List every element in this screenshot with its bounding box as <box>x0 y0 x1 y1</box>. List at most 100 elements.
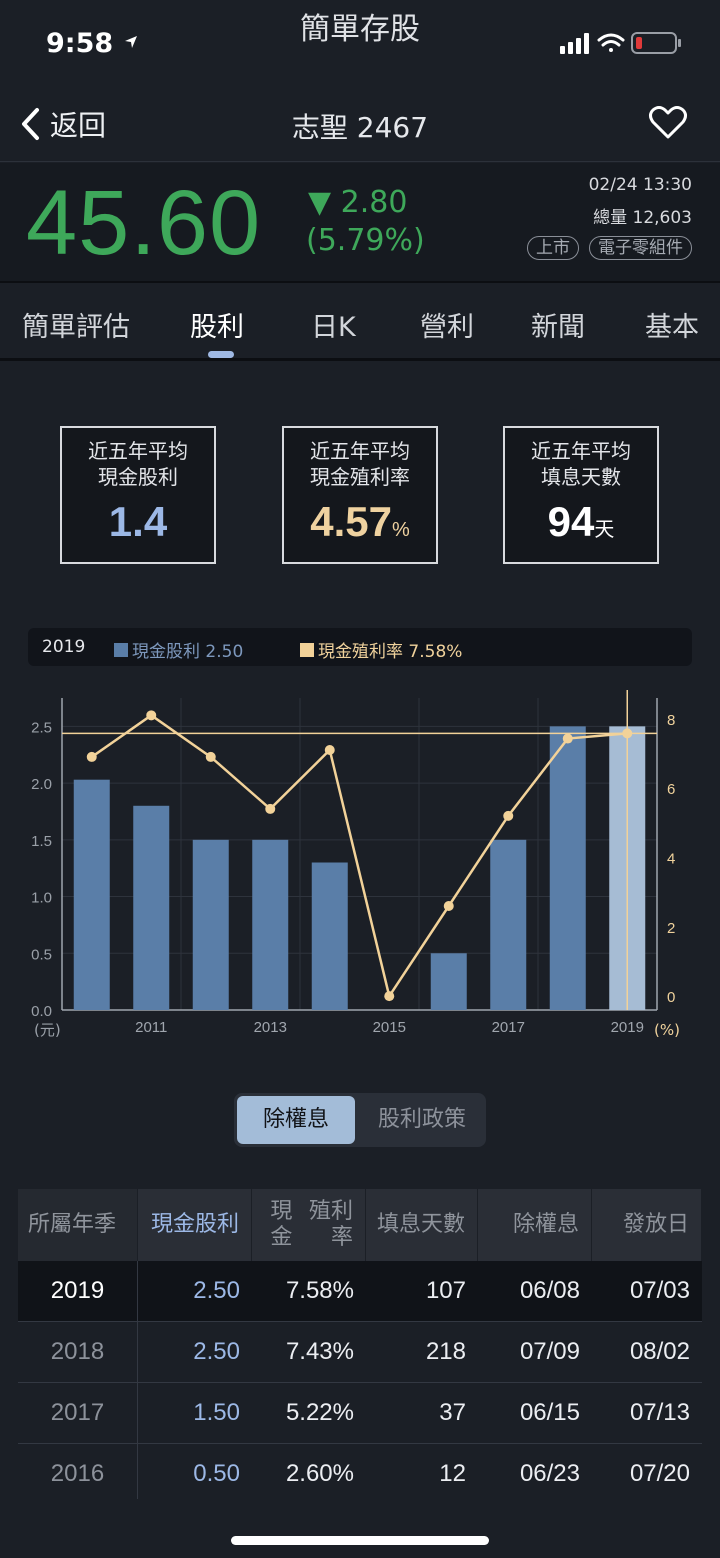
stat-label-line2: 現金股利 <box>98 465 178 489</box>
table-header-cell[interactable]: 除權息 <box>478 1189 592 1261</box>
table-cell: 2018 <box>18 1322 138 1382</box>
table-cell: 5.22% <box>285 1399 354 1426</box>
table-cell: 06/08 <box>519 1277 580 1304</box>
legend-yield: 現金殖利率 7.58% <box>300 637 462 662</box>
heart-icon <box>649 106 687 139</box>
stat-avg-dividend: 近五年平均 現金股利 1.4 <box>60 426 216 564</box>
segment-dividend-policy[interactable]: 股利政策 <box>377 1107 466 1132</box>
table-header-cell[interactable]: 發放日 <box>592 1189 702 1261</box>
quote-meta: 02/24 13:30 總量 12,603 上市 電子零組件 <box>527 175 692 268</box>
dividend-chart[interactable]: 0.0 0.5 1.0 1.5 2.0 2.5 0 2 4 6 8 (元) (%) 2011 2013 201… <box>0 690 720 1050</box>
quote-datetime: 02/24 13:30 <box>588 175 692 195</box>
tab-simple-eval[interactable]: 簡單評估 <box>22 312 130 343</box>
stock-title: 志聖 2467 <box>291 111 429 144</box>
left-tick-label: 2.5 <box>31 719 52 736</box>
point-yield <box>503 810 514 821</box>
quote-panel: 45.60 ▼ 2.80 (5.79%) 02/24 13:30 總量 12,6… <box>0 163 720 283</box>
table-row[interactable]: 2019 2.50 7.58% 107 06/08 07/03 <box>18 1261 702 1322</box>
tab-revenue[interactable]: 營利 <box>420 312 474 343</box>
tab-basic[interactable]: 基本 <box>645 312 699 343</box>
point-yield <box>205 751 216 762</box>
bar-dividend <box>133 805 170 1010</box>
table-header-cell[interactable]: 填息 天數 <box>366 1189 478 1261</box>
x-tick-label: 2011 <box>135 1019 167 1036</box>
point-yield <box>146 710 157 721</box>
bar-dividend <box>192 839 229 1010</box>
right-tick-label: 2 <box>667 920 675 937</box>
table-cell: 2.50 <box>193 1338 240 1365</box>
x-tick-label: 2017 <box>492 1019 525 1036</box>
bar-dividend <box>311 862 348 1010</box>
stat-value: 94天 <box>547 498 615 545</box>
bar-dividend <box>430 953 467 1010</box>
chevron-left-icon <box>22 108 39 140</box>
point-yield <box>443 901 454 911</box>
left-tick-label: 1.0 <box>31 890 52 907</box>
stat-value: 1.4 <box>108 498 168 545</box>
table-header-cell[interactable]: 現金 殖利率 <box>252 1189 366 1261</box>
price-change: ▼ 2.80 <box>308 185 408 220</box>
right-tick-label: 0 <box>667 989 675 1006</box>
table-row[interactable]: 2017 1.50 5.22% 37 06/15 07/13 <box>18 1383 702 1444</box>
location-arrow-icon <box>124 36 137 48</box>
status-time: 9:58 <box>46 28 139 59</box>
tab-dividend[interactable]: 股利 <box>190 312 244 343</box>
back-label: 返回 <box>50 109 107 142</box>
tab-bar: 簡單評估 股利 日K 營利 新聞 基本 <box>0 285 720 361</box>
table-header-cell[interactable]: 現金 股利 <box>138 1189 252 1261</box>
left-tick-label: 0.5 <box>31 946 52 963</box>
table-cell: 07/03 <box>629 1277 690 1304</box>
table-header-cell[interactable]: 所屬年季 <box>18 1189 138 1261</box>
app-title: 簡單存股 <box>300 12 420 47</box>
point-yield <box>324 745 335 755</box>
right-tick-label: 8 <box>667 712 675 729</box>
home-indicator[interactable] <box>231 1536 489 1545</box>
industry-tag[interactable]: 電子零組件 <box>589 236 692 260</box>
left-tick-label: 1.5 <box>31 833 52 850</box>
price-change-percent: (5.79%) <box>306 223 425 258</box>
bar-dividend <box>549 726 586 1010</box>
legend-year: 2019 <box>42 637 86 657</box>
signal-icon <box>560 33 589 54</box>
battery-icon <box>631 32 681 54</box>
tab-news[interactable]: 新聞 <box>531 312 585 343</box>
stat-label-line1: 近五年平均 <box>310 439 410 463</box>
legend-dividend: 現金股利 2.50 <box>114 637 243 662</box>
table-cell: 0.50 <box>193 1460 240 1487</box>
bar-dividend <box>490 839 527 1010</box>
table-cell: 2.50 <box>193 1277 240 1304</box>
stat-label-line2: 填息天數 <box>541 465 621 489</box>
table-row[interactable]: 2016 0.50 2.60% 12 06/23 07/20 <box>18 1444 702 1499</box>
table-cell: 7.58% <box>285 1277 354 1304</box>
stat-avg-yield: 近五年平均 現金殖利率 4.57% <box>282 426 438 564</box>
stat-value: 4.57% <box>310 498 410 545</box>
table-cell: 08/02 <box>629 1338 690 1365</box>
x-tick-label: 2015 <box>373 1019 406 1036</box>
back-button[interactable]: 返回 <box>20 102 106 146</box>
left-tick-label: 0.0 <box>31 1003 52 1020</box>
table-cell: 06/15 <box>519 1399 580 1426</box>
market-tag[interactable]: 上市 <box>527 236 579 260</box>
point-yield <box>86 751 97 762</box>
view-toggle: 除權息 股利政策 <box>234 1093 486 1147</box>
point-yield <box>265 803 276 814</box>
table-cell: 12 <box>439 1460 466 1487</box>
right-tick-label: 4 <box>667 850 675 867</box>
table-cell: 06/23 <box>519 1460 580 1487</box>
favorite-button[interactable] <box>648 102 688 142</box>
segment-ex-dividend[interactable]: 除權息 <box>237 1096 355 1144</box>
table-cell: 07/13 <box>629 1399 690 1426</box>
table-cell: 7.43% <box>285 1338 354 1365</box>
table-cell: 2016 <box>18 1444 138 1499</box>
bar-dividend <box>73 779 110 1010</box>
table-cell: 2019 <box>18 1261 138 1321</box>
table-row[interactable]: 2018 2.50 7.43% 218 07/09 08/02 <box>18 1322 702 1383</box>
right-tick-label: 6 <box>667 781 675 798</box>
table-cell: 2017 <box>18 1383 138 1443</box>
table-cell: 1.50 <box>193 1399 240 1426</box>
tab-daily-k[interactable]: 日K <box>311 312 356 343</box>
stat-label-line1: 近五年平均 <box>531 439 631 463</box>
point-yield <box>622 728 633 739</box>
nav-bar: 返回 志聖 2467 <box>0 90 720 162</box>
bar-dividend <box>252 839 289 1010</box>
